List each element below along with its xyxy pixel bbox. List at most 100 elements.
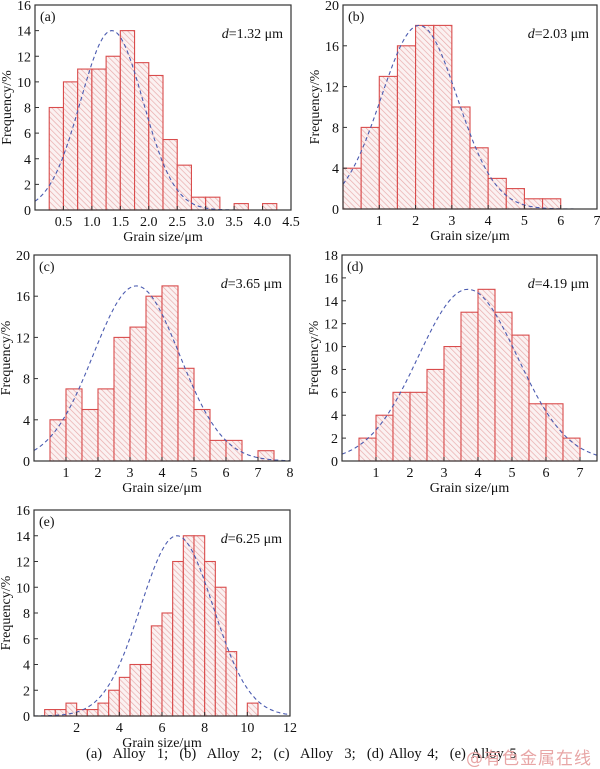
histogram-bar xyxy=(98,703,109,716)
histogram-bar xyxy=(506,189,524,209)
x-tick-label: 4.0 xyxy=(254,215,272,230)
x-tick-label: 1 xyxy=(376,214,383,229)
histogram-bar xyxy=(162,613,173,716)
y-tick-label: 14 xyxy=(324,295,338,310)
y-tick-label: 6 xyxy=(23,633,30,648)
histogram-bar xyxy=(45,710,56,716)
y-tick-label: 20 xyxy=(16,249,30,264)
histogram-bar xyxy=(151,626,162,716)
annotation-value: =3.65 μm xyxy=(228,277,282,292)
panel-label: (e) xyxy=(39,515,55,530)
histogram-bar xyxy=(149,75,163,210)
mean-size-annotation: d=3.65 μm xyxy=(221,277,282,292)
histogram-bar xyxy=(141,665,152,717)
histogram-bar xyxy=(130,665,141,717)
x-tick-label: 8 xyxy=(201,721,208,736)
histogram-bar xyxy=(49,108,63,211)
histogram-bar xyxy=(529,404,546,461)
y-tick-label: 12 xyxy=(324,318,338,333)
y-tick-label: 4 xyxy=(24,153,31,168)
x-tick-label: 10 xyxy=(240,721,254,736)
histogram-bar xyxy=(495,312,512,461)
y-tick-label: 0 xyxy=(331,455,338,470)
mean-size-annotation: d=6.25 μm xyxy=(221,532,282,547)
x-tick-label: 7 xyxy=(594,214,600,229)
x-tick-label: 4 xyxy=(475,466,482,481)
annotation-value: =1.32 μm xyxy=(229,27,283,42)
y-tick-label: 8 xyxy=(24,102,31,117)
histogram-bar xyxy=(524,199,542,209)
histogram-bar xyxy=(461,312,478,461)
y-tick-label: 8 xyxy=(23,373,30,388)
histogram-bar xyxy=(146,296,162,461)
x-tick-label: 4 xyxy=(485,214,492,229)
x-tick-label: 1.0 xyxy=(83,215,101,230)
x-tick-label: 6 xyxy=(543,466,550,481)
histogram-bar xyxy=(120,31,134,210)
histogram-bar xyxy=(258,451,274,461)
histogram-bar xyxy=(226,440,242,461)
y-tick-label: 6 xyxy=(24,127,31,142)
histogram-bar xyxy=(397,46,415,209)
y-tick-label: 8 xyxy=(331,363,338,378)
x-tick-label: 6 xyxy=(223,466,230,481)
y-tick-label: 16 xyxy=(16,504,30,519)
histogram-bar xyxy=(50,420,66,461)
y-tick-label: 6 xyxy=(331,386,338,401)
x-tick-label: 5 xyxy=(191,466,198,481)
x-tick-label: 4.5 xyxy=(282,215,300,230)
x-tick-label: 3 xyxy=(127,466,134,481)
histogram-bar xyxy=(109,690,120,716)
x-tick-label: 2.5 xyxy=(168,215,186,230)
figure-caption: (a) Alloy 1; (b) Alloy 2; (c) Alloy 3; (… xyxy=(0,746,600,768)
histogram-bar xyxy=(135,63,149,210)
y-tick-label: 12 xyxy=(325,81,339,96)
histogram-bar xyxy=(512,335,529,461)
y-tick-label: 14 xyxy=(16,530,30,545)
x-tick-label: 6 xyxy=(159,721,166,736)
histogram-bar xyxy=(376,415,393,461)
x-tick-label: 3.0 xyxy=(197,215,215,230)
y-tick-label: 2 xyxy=(331,432,338,447)
y-tick-label: 10 xyxy=(324,341,338,356)
y-tick-label: 16 xyxy=(16,290,30,305)
x-tick-label: 0.5 xyxy=(55,215,73,230)
histogram-bar xyxy=(263,204,277,210)
histogram-bar xyxy=(98,389,114,461)
annotation-value: =6.25 μm xyxy=(228,532,282,547)
y-tick-label: 8 xyxy=(332,121,339,136)
histogram-bar xyxy=(416,25,434,209)
panel-label: (b) xyxy=(348,10,365,25)
histogram-bar xyxy=(359,438,376,461)
annotation-value: =2.03 μm xyxy=(535,27,589,42)
y-axis-label: Frequency/% xyxy=(0,70,15,145)
mean-size-annotation: d=4.19 μm xyxy=(528,277,589,292)
histogram-bar xyxy=(444,347,461,461)
histogram-bar xyxy=(119,677,130,716)
x-tick-label: 3.5 xyxy=(225,215,243,230)
histogram-bar xyxy=(130,327,146,461)
y-tick-label: 4 xyxy=(23,414,30,429)
x-tick-label: 2 xyxy=(407,466,414,481)
histogram-bar xyxy=(343,168,361,209)
y-tick-label: 4 xyxy=(331,409,338,424)
histogram-bar xyxy=(488,178,506,209)
y-axis-label: Frequency/% xyxy=(307,320,322,395)
y-tick-label: 12 xyxy=(16,556,30,571)
panel-label: (d) xyxy=(347,260,364,275)
y-tick-label: 10 xyxy=(17,76,31,91)
histogram-bar xyxy=(177,165,191,210)
histogram-bar xyxy=(427,369,444,461)
y-axis-label: Frequency/% xyxy=(0,575,14,650)
y-tick-label: 0 xyxy=(23,455,30,470)
y-tick-label: 10 xyxy=(16,581,30,596)
x-tick-label: 12 xyxy=(283,721,297,736)
histogram-bar xyxy=(247,703,258,716)
x-tick-label: 7 xyxy=(577,466,584,481)
y-tick-label: 0 xyxy=(24,204,31,219)
histogram-bar xyxy=(478,289,495,461)
histogram-bar xyxy=(173,562,184,717)
histogram-bar xyxy=(178,368,194,461)
